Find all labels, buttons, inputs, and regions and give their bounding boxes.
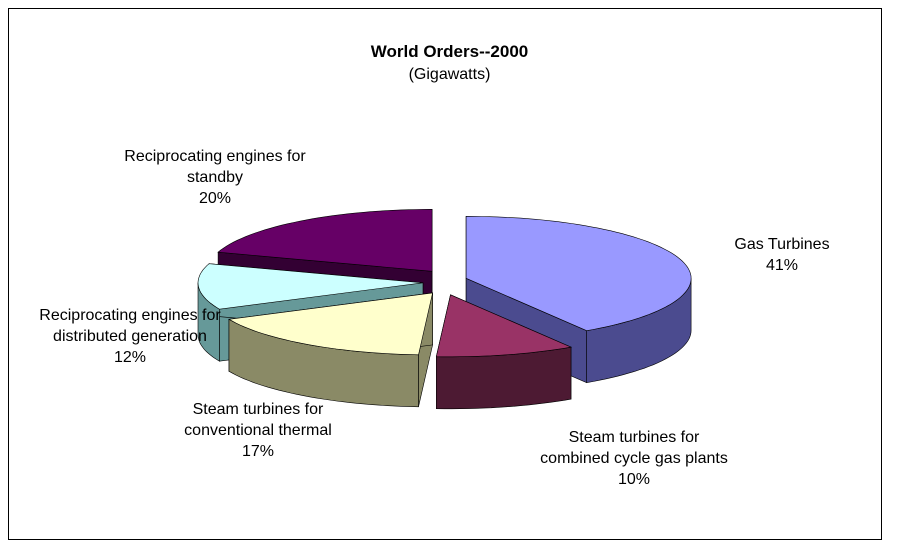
chart-title: World Orders--2000: [370, 42, 529, 61]
data-label: Reciprocating engines for distributed ge…: [30, 305, 230, 368]
data-label: Reciprocating engines for standby 20%: [115, 146, 315, 209]
data-label: Steam turbines for combined cycle gas pl…: [534, 427, 734, 490]
slice: [228, 292, 433, 356]
slice: [465, 215, 692, 332]
data-label-name: Reciprocating engines for distributed ge…: [39, 307, 221, 345]
data-label-name: Gas Turbines: [734, 236, 830, 253]
data-label-name: Steam turbines for combined cycle gas pl…: [540, 429, 728, 467]
data-label: Steam turbines for conventional thermal 1…: [148, 399, 368, 462]
data-label-name: Reciprocating engines for standby: [124, 148, 306, 186]
data-label-value: 12%: [113, 349, 147, 366]
slice: [197, 263, 424, 310]
slice: [217, 208, 433, 272]
data-label-value: 41%: [765, 257, 799, 274]
data-label-name: Steam turbines for conventional thermal: [184, 401, 332, 439]
slice: [435, 294, 573, 358]
data-label: Gas Turbines 41%: [707, 234, 857, 276]
data-label-value: 20%: [198, 190, 232, 207]
chart-subtitle: (Gigawatts): [408, 66, 491, 83]
data-label-value: 10%: [617, 471, 651, 488]
chart-frame: [8, 8, 882, 540]
data-label-value: 17%: [241, 443, 275, 460]
